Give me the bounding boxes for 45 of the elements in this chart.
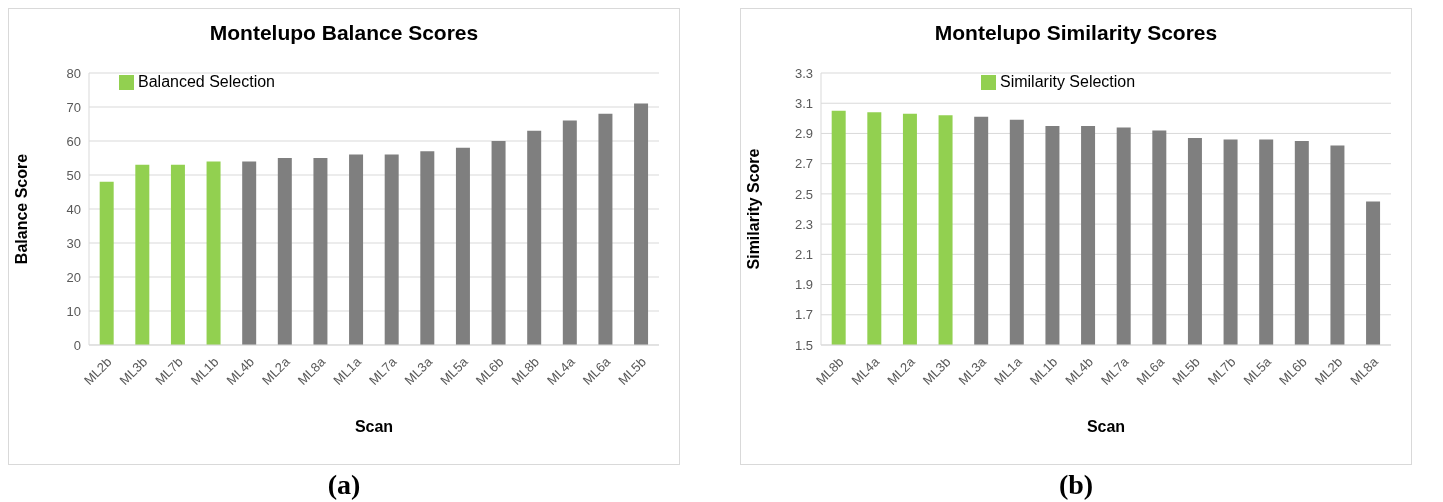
bar — [491, 141, 506, 345]
chart-title: Montelupo Balance Scores — [208, 21, 480, 45]
bar — [135, 164, 150, 345]
bar — [349, 154, 364, 345]
y-axis-title: Balance Score — [12, 153, 30, 265]
text: (a) — [327, 469, 361, 501]
bar — [384, 154, 399, 345]
bar — [527, 130, 542, 345]
y-tick-label: 1.7 — [794, 307, 813, 323]
y-tick-label: 40 — [66, 201, 81, 217]
chart-title: Montelupo Similarity Scores — [933, 21, 1219, 45]
bar — [170, 164, 185, 345]
y-tick-label: 2.9 — [794, 126, 813, 142]
y-tick-label: 0 — [73, 337, 81, 353]
y-tick-label: 10 — [66, 303, 81, 319]
bar — [562, 120, 577, 345]
bar — [634, 103, 649, 345]
bar — [99, 181, 114, 345]
y-tick-label: 1.5 — [794, 337, 813, 353]
y-tick-label: 2.1 — [794, 246, 813, 262]
y-tick-label: 2.5 — [794, 186, 813, 202]
bar — [277, 158, 292, 345]
y-tick-label: 2.3 — [794, 216, 813, 232]
y-tick-label: 2.7 — [794, 156, 813, 172]
x-axis-title: Scan — [354, 418, 394, 435]
y-tick-label: 70 — [66, 99, 81, 115]
legend-label: Balanced Selection — [138, 73, 275, 90]
y-tick-label: 50 — [66, 167, 81, 183]
bar — [598, 113, 613, 345]
y-axis-title: Similarity Score — [744, 148, 762, 270]
bar — [313, 158, 328, 345]
text: (b) — [1058, 469, 1094, 501]
y-tick-label: 3.3 — [794, 65, 813, 81]
bar — [455, 147, 470, 345]
y-tick-label: 30 — [66, 235, 81, 251]
legend-label: Similarity Selection — [1000, 73, 1136, 90]
bar — [206, 161, 221, 345]
bar — [242, 161, 257, 345]
y-tick-label: 1.9 — [794, 277, 813, 293]
x-axis-title: Scan — [1086, 418, 1126, 435]
y-tick-label: 60 — [66, 133, 81, 149]
y-tick-label: 3.1 — [794, 95, 813, 111]
bar — [420, 151, 435, 345]
y-tick-label: 80 — [66, 65, 81, 81]
y-tick-label: 20 — [66, 269, 81, 285]
